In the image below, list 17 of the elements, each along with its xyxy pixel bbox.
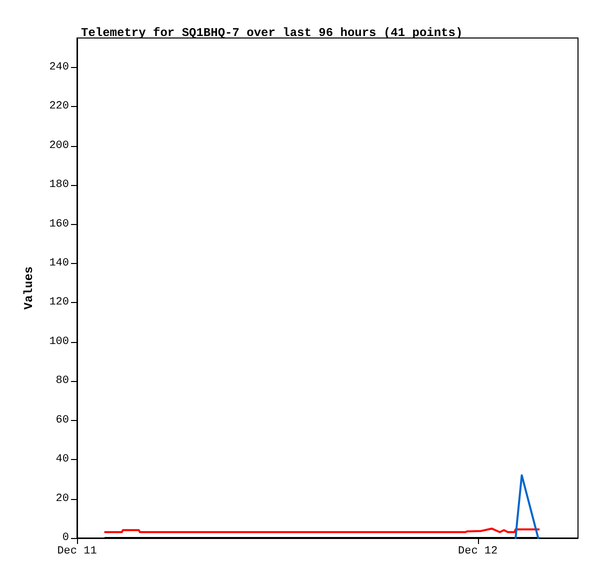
y-tick-label: 60 <box>56 414 69 426</box>
y-tick-label: 80 <box>56 375 69 388</box>
y-tick-label: 20 <box>56 492 69 505</box>
y-tick-label: 140 <box>49 257 69 270</box>
y-axis-title: Values <box>22 266 36 310</box>
y-tick-label: 0 <box>62 532 69 544</box>
y-tick-label: 240 <box>49 61 69 74</box>
y-tick-label: 120 <box>49 296 69 309</box>
x-tick-label: Dec 11 <box>57 546 98 558</box>
y-tick-label: 180 <box>49 179 69 192</box>
x-tick-label: Dec 12 <box>458 546 498 558</box>
y-tick-label: 220 <box>49 100 69 113</box>
chart-title: Telemetry for SQ1BHQ-7 over last 96 hours (41 points) <box>81 26 463 40</box>
y-tick-label: 100 <box>49 336 69 348</box>
y-tick-label: 200 <box>49 140 69 152</box>
y-tick-label: 160 <box>49 218 69 230</box>
y-tick-label: 40 <box>56 454 69 466</box>
